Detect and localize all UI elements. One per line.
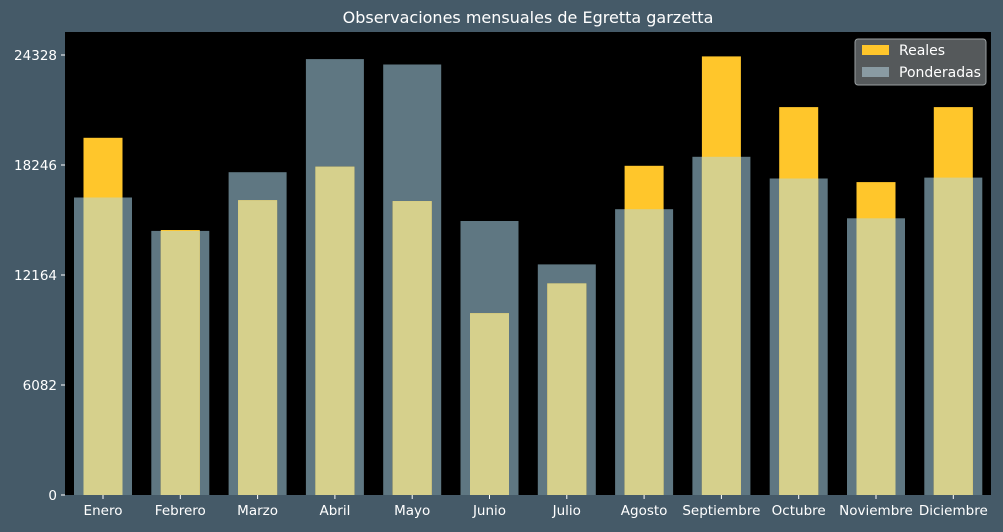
- bar-overlap-junio: [470, 313, 509, 495]
- bar-overlap-enero: [83, 197, 123, 495]
- x-tick-label-noviembre: Noviembre: [839, 503, 913, 519]
- x-tick-label-enero: Enero: [84, 503, 123, 519]
- bar-overlap-febrero: [160, 230, 200, 495]
- x-tick-label-febrero: Febrero: [155, 503, 206, 519]
- y-tick-label-18246: 18246: [14, 158, 57, 174]
- plot-area: [65, 32, 991, 495]
- bar-overlap-julio: [547, 283, 587, 495]
- bar-overlap-noviembre: [856, 218, 896, 496]
- y-tick-label-0: 0: [48, 488, 57, 504]
- legend-label-reales: Reales: [899, 43, 945, 59]
- legend-label-ponderadas: Ponderadas: [899, 65, 981, 81]
- x-tick-label-marzo: Marzo: [237, 503, 278, 519]
- x-tick-label-junio: Junio: [472, 503, 506, 519]
- x-tick-label-octubre: Octubre: [772, 503, 826, 519]
- bars-layer: [74, 56, 983, 496]
- x-tick-label-julio: Julio: [552, 503, 581, 519]
- bar-overlap-octubre: [779, 178, 819, 495]
- bar-overlap-marzo: [238, 200, 278, 495]
- y-tick-label-6082: 6082: [23, 378, 57, 394]
- axes-layer: Enero Febrero Marzo Abril Mayo Junio Julio Agos…: [14, 48, 988, 519]
- x-tick-label-diciembre: Diciembre: [919, 503, 988, 519]
- bar-overlap-septiembre: [701, 156, 741, 496]
- chart-title: Observaciones mensuales de Egretta garze…: [343, 8, 714, 27]
- legend: Reales Ponderadas: [854, 38, 987, 86]
- x-tick-label-mayo: Mayo: [394, 503, 430, 519]
- x-tick-label-septiembre: Septiembre: [682, 503, 760, 519]
- legend-swatch-ponderadas: [862, 67, 889, 77]
- bar-overlap-mayo: [392, 201, 432, 495]
- x-tick-label-abril: Abril: [319, 503, 350, 519]
- y-tick-label-12164: 12164: [14, 268, 57, 284]
- bar-overlap-diciembre: [933, 177, 973, 495]
- legend-swatch-reales: [862, 45, 889, 55]
- y-tick-label-24328: 24328: [14, 48, 57, 64]
- bar-overlap-abril: [315, 166, 355, 495]
- bar-overlap-agosto: [624, 209, 664, 495]
- x-tick-label-agosto: Agosto: [621, 503, 668, 519]
